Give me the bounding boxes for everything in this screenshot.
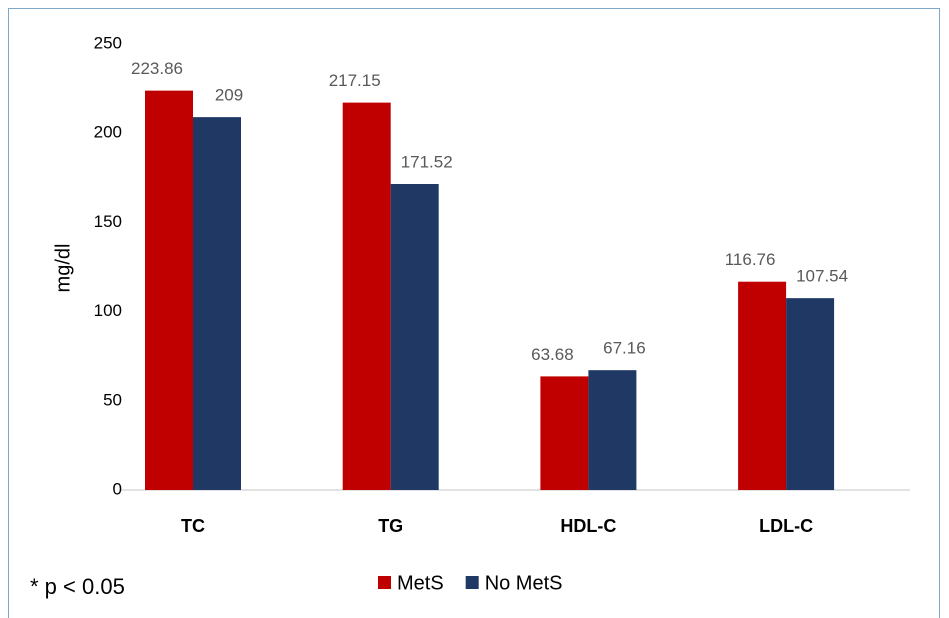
legend-label: MetS <box>397 572 444 594</box>
bar <box>738 281 787 490</box>
value-label: 223.86 <box>131 59 183 78</box>
bar <box>145 90 193 490</box>
value-label: 116.76 <box>725 250 776 269</box>
note: * p < 0.05 <box>30 574 125 599</box>
value-label: 107.54 <box>796 267 848 286</box>
x-tick-label: TC <box>181 516 205 536</box>
bar <box>540 376 589 490</box>
value-label: 217.15 <box>329 71 381 90</box>
value-label: 63.68 <box>531 345 574 364</box>
y-tick-label: 50 <box>103 390 122 409</box>
y-tick-label: 200 <box>94 123 122 142</box>
y-tick-label: 150 <box>94 212 122 231</box>
bar <box>342 102 391 490</box>
bar <box>588 370 637 490</box>
legend-label: No MetS <box>485 572 563 594</box>
x-tick-label: HDL-C <box>560 516 616 536</box>
value-label: 67.16 <box>603 339 646 358</box>
value-label: 209 <box>215 86 243 105</box>
bar <box>390 184 439 491</box>
y-tick-label: 100 <box>94 301 122 320</box>
bar <box>786 298 835 490</box>
y-axis-label: mg/dl <box>52 244 74 293</box>
value-label: 171.52 <box>401 152 453 171</box>
y-tick-label: 0 <box>113 479 122 498</box>
x-tick-label: LDL-C <box>759 516 813 536</box>
legend-swatch <box>378 576 391 589</box>
y-tick-label: 250 <box>94 33 122 52</box>
chart-border <box>8 8 940 618</box>
legend-swatch <box>465 576 479 589</box>
x-tick-label: TG <box>378 516 403 536</box>
bar <box>193 117 241 491</box>
